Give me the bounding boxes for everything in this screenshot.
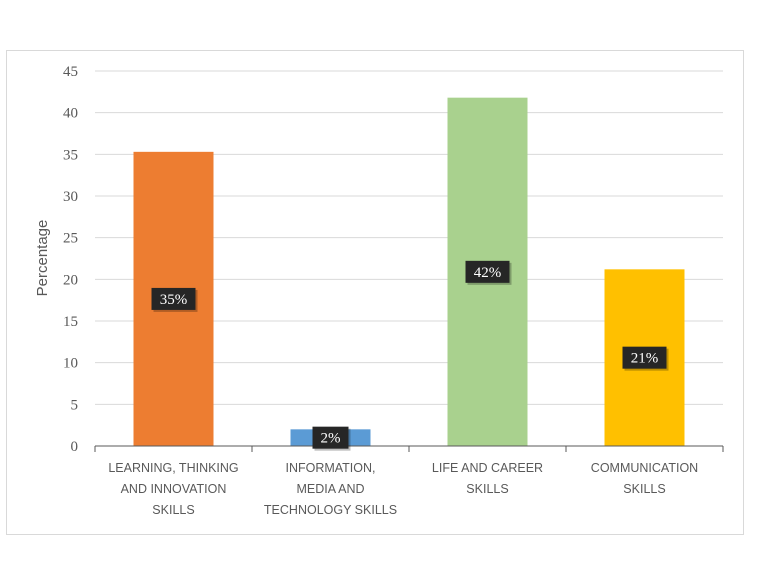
y-axis-title: Percentage — [34, 220, 51, 297]
y-tick-label: 25 — [63, 231, 78, 247]
y-tick-label: 15 — [63, 314, 78, 330]
x-category-label: SKILLS — [152, 503, 194, 517]
y-tick-label: 0 — [71, 439, 79, 455]
y-tick-label: 45 — [63, 64, 78, 80]
x-category-label: SKILLS — [466, 482, 508, 496]
data-label: 35% — [160, 292, 188, 308]
axes: 0 5 10 15 20 25 30 35 40 45 LEARNING, THINKING AND … — [63, 64, 724, 517]
data-label-box — [465, 260, 510, 283]
x-category-label: INFORMATION, — [285, 461, 375, 475]
data-labels: 35% 2% 42% 21% — [151, 260, 669, 451]
data-label-box — [151, 287, 196, 310]
y-tick-label: 5 — [71, 397, 79, 413]
y-tick-label: 20 — [63, 272, 78, 288]
data-label: 2% — [321, 431, 341, 447]
x-category-label: AND INNOVATION — [121, 482, 227, 496]
x-category-label: LIFE AND CAREER — [432, 461, 543, 475]
y-tick-label: 35 — [63, 147, 78, 163]
x-category-label: LEARNING, THINKING — [108, 461, 238, 475]
bars — [133, 97, 685, 447]
data-label-box — [622, 346, 667, 369]
y-tick-label: 30 — [63, 189, 78, 205]
data-label-box — [312, 426, 349, 449]
data-label: 42% — [474, 265, 502, 281]
x-category-label: COMMUNICATION — [591, 461, 698, 475]
data-label: 21% — [631, 351, 659, 367]
y-tick-label: 10 — [63, 356, 78, 372]
x-category-label: TECHNOLOGY SKILLS — [264, 503, 397, 517]
x-category-label: SKILLS — [623, 482, 665, 496]
x-category-label: MEDIA AND — [296, 482, 364, 496]
y-tick-label: 40 — [63, 106, 78, 122]
